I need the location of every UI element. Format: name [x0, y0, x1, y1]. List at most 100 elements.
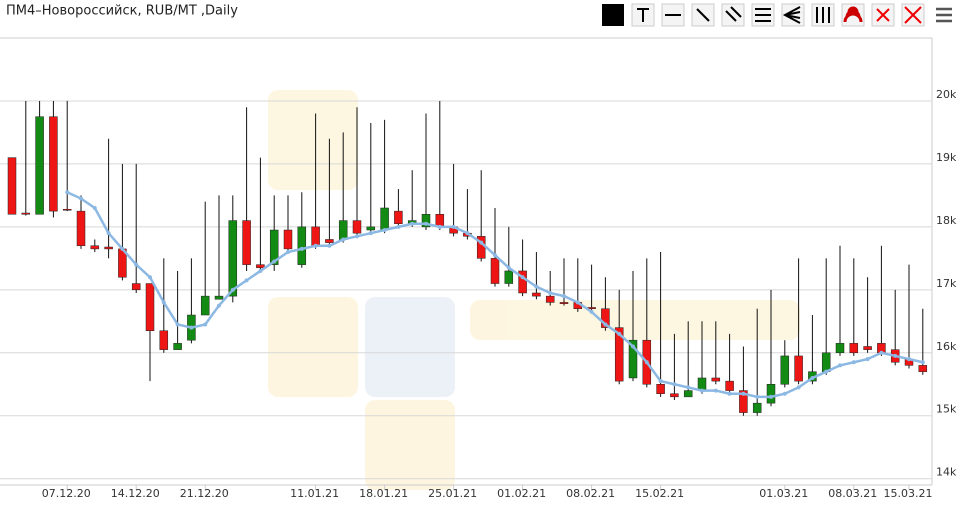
candle-body [200, 295, 210, 316]
menu-button[interactable] [936, 7, 952, 23]
candle-body [656, 384, 665, 394]
moving-average-point [796, 385, 801, 390]
moving-average-point [396, 224, 401, 229]
moving-average-point [299, 246, 304, 251]
candle-body [532, 292, 541, 297]
candle-body [752, 402, 762, 413]
delete-all-tool[interactable] [901, 3, 925, 27]
candle-body [711, 377, 721, 382]
moving-average-point [161, 300, 166, 305]
candle-body [670, 393, 679, 398]
moving-average-point [506, 265, 511, 270]
moving-average-point [175, 322, 180, 327]
y-tick-label: 18k [936, 214, 957, 227]
hline-tool[interactable] [661, 3, 685, 27]
delete-tool[interactable] [871, 3, 895, 27]
moving-average-point [713, 388, 718, 393]
trend-tool[interactable] [691, 3, 715, 27]
candle-body [835, 343, 845, 354]
y-tick-label: 16k [936, 340, 957, 353]
moving-average-point [230, 287, 235, 292]
text-tool[interactable] [631, 3, 655, 27]
moving-average-point [134, 262, 139, 267]
x-tick-label: 11.01.21 [290, 487, 339, 500]
channel-tool[interactable] [721, 3, 745, 27]
candle-body [918, 365, 928, 372]
moving-average-point [217, 303, 221, 308]
candle-body [76, 210, 86, 247]
candle-body [214, 295, 224, 300]
x-tick-label: 21.12.20 [180, 487, 229, 500]
moving-average-point [65, 190, 70, 195]
vlines-tool[interactable] [811, 3, 835, 27]
arc-tool[interactable] [841, 3, 865, 27]
moving-average-point [437, 224, 442, 229]
moving-average-point [203, 322, 208, 327]
moving-average-point [686, 385, 691, 390]
toolbar [602, 3, 952, 27]
color-button[interactable] [602, 4, 624, 26]
x-tick-label: 01.03.21 [759, 487, 808, 500]
moving-average-point [824, 369, 829, 374]
candle-body [297, 226, 307, 265]
candle-body [352, 220, 362, 234]
candle-body [739, 390, 748, 413]
candle-body [614, 327, 624, 382]
candle-body [780, 355, 790, 385]
moving-average-point [341, 237, 346, 242]
candle-body [131, 283, 141, 291]
candle-body [628, 339, 638, 379]
candle-body [421, 214, 431, 228]
candle-body [311, 226, 320, 247]
candle-body [518, 270, 527, 294]
x-tick-label: 15.03.21 [884, 487, 933, 500]
levels-tool[interactable] [751, 3, 775, 27]
candle-body [490, 258, 500, 284]
candle-body [173, 343, 182, 350]
moving-average-point [851, 360, 856, 365]
candle-body [380, 207, 389, 231]
moving-average-point [368, 231, 373, 236]
chart-title: ПМ4–Новороссийск, RUB/MT ,Daily [6, 4, 238, 19]
candle-body [725, 380, 734, 391]
fan-tool[interactable] [781, 3, 805, 27]
moving-average-point [410, 221, 415, 226]
moving-average-point [479, 240, 484, 245]
moving-average-point [272, 259, 277, 264]
moving-average-point [631, 344, 635, 349]
moving-average-point [865, 357, 870, 362]
moving-average-point [106, 231, 111, 236]
y-tick-label: 15k [936, 403, 957, 416]
moving-average-point [700, 388, 704, 393]
moving-average-point [548, 290, 553, 295]
x-tick-label: 01.02.21 [497, 487, 546, 500]
moving-average-point [493, 253, 497, 258]
candle-body [794, 355, 803, 382]
candle-body [559, 302, 569, 304]
moving-average-point [589, 309, 594, 314]
x-tick-label: 08.02.21 [566, 487, 615, 500]
y-tick-label: 17k [936, 277, 957, 290]
moving-average-point [189, 325, 194, 330]
candle-body [49, 116, 58, 212]
candle-body [325, 239, 334, 243]
candle-body [545, 295, 555, 303]
moving-average-point [727, 391, 732, 396]
moving-average-point [286, 250, 290, 255]
moving-average-point [893, 353, 898, 358]
x-tick-label: 25.01.21 [428, 487, 477, 500]
moving-average-point [424, 221, 428, 226]
moving-average-point [920, 360, 925, 365]
moving-average-point [672, 382, 677, 387]
candle-body [256, 264, 265, 269]
candle-body [104, 246, 113, 250]
candle-body [504, 270, 514, 284]
moving-average-point [451, 224, 456, 229]
candle-body [242, 220, 251, 265]
candle-body [35, 116, 44, 215]
candle-body [145, 283, 155, 332]
x-tick-label: 08.03.21 [828, 487, 877, 500]
moving-average-point [603, 322, 608, 327]
moving-average-point [562, 294, 566, 299]
moving-average-point [327, 243, 332, 248]
